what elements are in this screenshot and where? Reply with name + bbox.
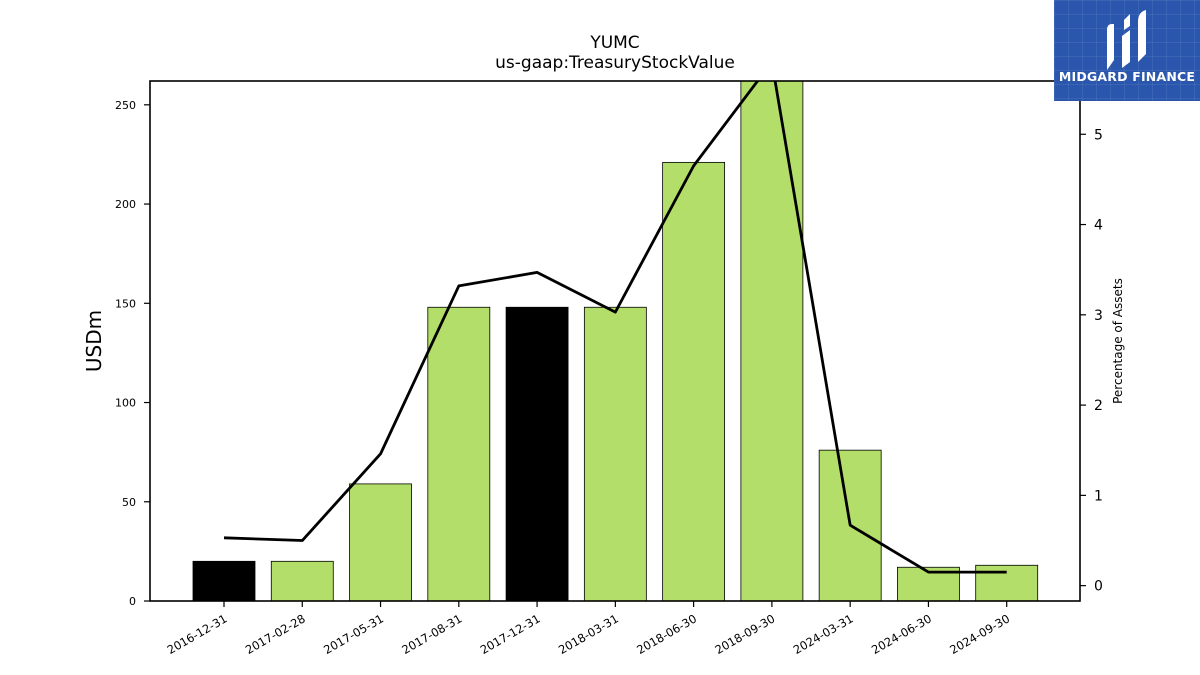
- y-tick-label: 0: [129, 595, 136, 608]
- y-tick-label: 200: [115, 198, 136, 211]
- chart-title: YUMC: [589, 33, 639, 53]
- y2-axis-label: Percentage of Assets: [1111, 278, 1125, 404]
- midgard-finance-logo: MIDGARD FINANCE: [1054, 0, 1200, 101]
- bar: [662, 161, 726, 602]
- y-tick-label: 150: [115, 297, 136, 310]
- x-tick-label: 2024-09-30: [947, 611, 1012, 657]
- y-axis-label: USDm: [82, 310, 106, 372]
- y2-tick-label: 2: [1094, 398, 1103, 414]
- bar: [349, 483, 412, 602]
- percent-line: [223, 81, 1007, 574]
- bar: [583, 306, 647, 602]
- x-tick-label: 2024-03-31: [791, 611, 856, 657]
- x-tick-label: 2018-09-30: [713, 611, 778, 657]
- bar: [270, 560, 334, 602]
- y-tick-label: 100: [115, 397, 136, 410]
- y-tick-label: 250: [115, 99, 136, 112]
- y2-tick-label: 1: [1094, 488, 1103, 504]
- bar: [975, 564, 1039, 602]
- x-tick-label: 2017-02-28: [243, 611, 308, 657]
- bar: [192, 560, 256, 602]
- y2-tick-label: 4: [1094, 218, 1103, 234]
- x-tick-label: 2017-08-31: [399, 611, 464, 657]
- x-tick-label: 2017-05-31: [321, 611, 386, 657]
- x-tick-label: 2017-12-31: [478, 611, 543, 657]
- bar: [427, 306, 491, 602]
- chart-subtitle: us-gaap:TreasuryStockValue: [495, 53, 735, 73]
- x-tick-label: 2016-12-31: [165, 611, 230, 657]
- x-tick-label: 2018-03-31: [556, 611, 621, 657]
- y-tick-label: 50: [122, 496, 136, 509]
- midgard-logo-icon: [1107, 10, 1146, 70]
- x-tick-label: 2018-06-30: [634, 611, 699, 657]
- logo-text: MIDGARD FINANCE: [1058, 69, 1196, 84]
- bar: [505, 306, 569, 602]
- y2-tick-label: 5: [1094, 127, 1103, 143]
- bar: [740, 80, 804, 602]
- y2-tick-label: 3: [1094, 308, 1103, 324]
- y2-tick-label: 0: [1094, 579, 1103, 595]
- x-tick-label: 2024-06-30: [869, 611, 934, 657]
